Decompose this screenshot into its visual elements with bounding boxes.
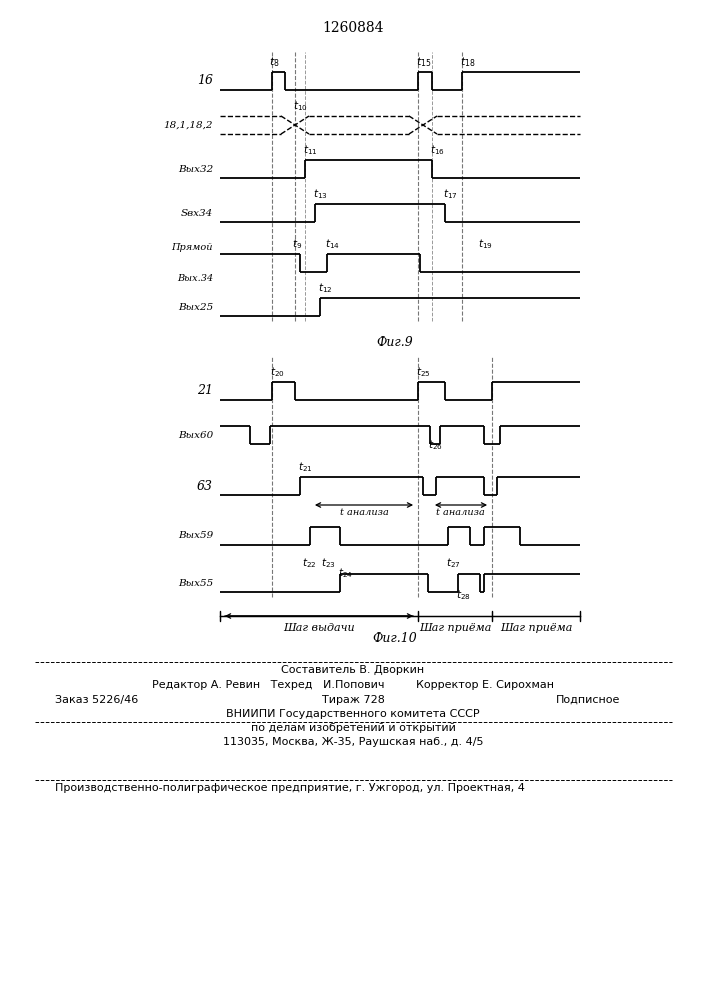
Text: Заказ 5226/46: Заказ 5226/46 <box>55 695 139 705</box>
Text: $t_{20}$: $t_{20}$ <box>270 365 285 379</box>
Text: $t_9$: $t_9$ <box>292 237 302 251</box>
Text: 63: 63 <box>197 480 213 492</box>
Text: $t_{21}$: $t_{21}$ <box>298 460 312 474</box>
Text: $t_{14}$: $t_{14}$ <box>325 237 340 251</box>
Text: $t_{10}$: $t_{10}$ <box>293 99 308 113</box>
Text: $t_{28}$: $t_{28}$ <box>456 588 471 602</box>
Text: Вых55: Вых55 <box>177 578 213 587</box>
Text: 113035, Москва, Ж-35, Раушская наб., д. 4/5: 113035, Москва, Ж-35, Раушская наб., д. … <box>223 737 484 747</box>
Text: $t_{23}$: $t_{23}$ <box>321 556 336 570</box>
Text: Вых59: Вых59 <box>177 532 213 540</box>
Text: 16: 16 <box>197 75 213 88</box>
Text: t анализа: t анализа <box>436 508 484 517</box>
Text: Редактор А. Ревин   Техред   И.Попович         Корректор Е. Сирохман: Редактор А. Ревин Техред И.Попович Корре… <box>152 680 554 690</box>
Text: $t_{16}$: $t_{16}$ <box>430 143 445 157</box>
Text: t анализа: t анализа <box>339 508 388 517</box>
Text: $t_{18}$: $t_{18}$ <box>460 55 476 69</box>
Text: Вых.34: Вых.34 <box>177 274 213 283</box>
Text: $t_{11}$: $t_{11}$ <box>303 143 317 157</box>
Text: $t_{24}$: $t_{24}$ <box>338 566 353 580</box>
Text: 1260884: 1260884 <box>322 21 384 35</box>
Text: Прямой: Прямой <box>172 243 213 252</box>
Text: $t_{22}$: $t_{22}$ <box>302 556 317 570</box>
Text: $t_{25}$: $t_{25}$ <box>416 365 431 379</box>
Text: 18,1,18,2: 18,1,18,2 <box>163 120 213 129</box>
Text: Вых60: Вых60 <box>177 430 213 440</box>
Text: 21: 21 <box>197 384 213 397</box>
Text: $t_{19}$: $t_{19}$ <box>478 237 493 251</box>
Text: ВНИИПИ Государственного комитета СССР: ВНИИПИ Государственного комитета СССР <box>226 709 480 719</box>
Text: $t_{12}$: $t_{12}$ <box>318 281 332 295</box>
Text: Шаг приёма: Шаг приёма <box>419 623 491 633</box>
Text: Вых32: Вых32 <box>177 164 213 174</box>
Text: Sвх34: Sвх34 <box>181 209 213 218</box>
Text: Составитель В. Дворкин: Составитель В. Дворкин <box>281 665 425 675</box>
Text: $t_{26}$: $t_{26}$ <box>428 438 443 452</box>
Text: Шаг приёма: Шаг приёма <box>500 623 572 633</box>
Text: Вых25: Вых25 <box>177 302 213 312</box>
Text: Фиг.10: Фиг.10 <box>373 632 417 645</box>
Text: Фиг.9: Фиг.9 <box>377 336 414 349</box>
Text: $t_{15}$: $t_{15}$ <box>416 55 431 69</box>
Text: по делам изобретений и открытий: по делам изобретений и открытий <box>250 723 455 733</box>
Text: Тираж 728: Тираж 728 <box>322 695 385 705</box>
Text: $t_8$: $t_8$ <box>269 55 280 69</box>
Text: Шаг выдачи: Шаг выдачи <box>284 623 355 633</box>
Text: $t_{17}$: $t_{17}$ <box>443 187 457 201</box>
Text: $t_{27}$: $t_{27}$ <box>446 556 461 570</box>
Text: Подписное: Подписное <box>556 695 620 705</box>
Text: Производственно-полиграфическое предприятие, г. Ужгород, ул. Проектная, 4: Производственно-полиграфическое предприя… <box>55 783 525 793</box>
Text: $t_{13}$: $t_{13}$ <box>313 187 328 201</box>
